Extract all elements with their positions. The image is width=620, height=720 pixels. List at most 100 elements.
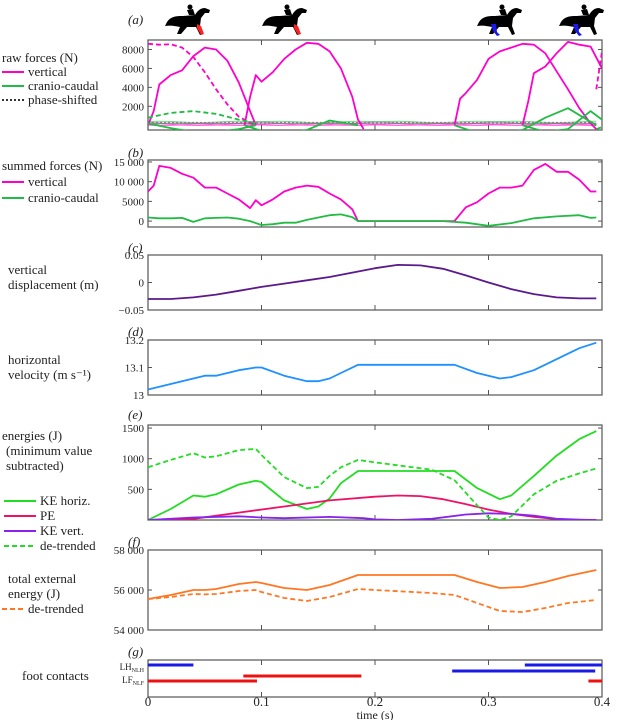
series-group bbox=[148, 41, 602, 130]
series-vertical-lf-dashed bbox=[148, 42, 257, 127]
jockey-body-icon bbox=[187, 9, 195, 15]
series-group bbox=[148, 263, 597, 300]
series-cranio-caudal-lh2 bbox=[522, 110, 602, 130]
series-vertical bbox=[148, 162, 597, 223]
panel-title-line: horizontal bbox=[8, 352, 61, 367]
horse-left-hind-blue-icon bbox=[477, 4, 522, 36]
series-vertical-lh2 bbox=[521, 41, 602, 126]
horse-icons bbox=[165, 4, 604, 36]
panel-label-a: (a) bbox=[128, 12, 143, 27]
horse-body-icon bbox=[477, 8, 522, 35]
panel-label-c: (c) bbox=[128, 240, 142, 255]
legend-label: KE horiz. bbox=[40, 493, 91, 508]
x-tick-label: 0.1 bbox=[253, 694, 269, 709]
horse-left-hind-blue-2-icon bbox=[559, 4, 604, 36]
panel-title-line: displacement (m) bbox=[8, 277, 99, 292]
series-ke-horiz- bbox=[148, 430, 597, 520]
series-horizontal-velocity bbox=[148, 341, 597, 391]
y-tick-label: 0 bbox=[139, 278, 145, 290]
series-group bbox=[148, 569, 597, 613]
series-ke-vert- bbox=[148, 512, 597, 520]
panel-f: (f) 54 000 56 000 58 000 total externalenerg… bbox=[2, 534, 603, 637]
jockey-head-icon bbox=[284, 4, 290, 10]
legend-label: vertical bbox=[28, 174, 67, 189]
y-tick-label: 15 000 bbox=[114, 157, 145, 169]
jockey-head-icon bbox=[499, 4, 505, 10]
y-tick-label: 6000 bbox=[122, 63, 145, 75]
panel-label-f: (f) bbox=[128, 534, 140, 549]
highlighted-limb-icon bbox=[294, 24, 301, 35]
series-total-external-energy-de-trended bbox=[148, 588, 597, 613]
series-cranio-caudal-lh bbox=[454, 107, 597, 130]
series-group bbox=[148, 341, 597, 391]
plot-frame bbox=[147, 339, 603, 396]
x-tick-label: 0.4 bbox=[594, 694, 611, 709]
panel-title-line: energy (J) bbox=[8, 586, 60, 601]
panel-e: (e) 500 1000 1500 energies (J)(minimum value… bbox=[2, 407, 603, 553]
series-vertical-dashed-lh bbox=[595, 51, 602, 90]
y-tick-label: 1000 bbox=[122, 454, 145, 466]
y-tick-label: 4000 bbox=[122, 82, 145, 94]
series-vertical-lh bbox=[453, 42, 597, 130]
baseline-trace bbox=[148, 122, 597, 126]
y-tick-label: 54 000 bbox=[114, 625, 145, 637]
plot-frame bbox=[147, 254, 603, 311]
jockey-head-icon bbox=[187, 4, 193, 10]
legend-label: phase-shifted bbox=[28, 92, 98, 107]
horse-body-icon bbox=[262, 8, 307, 35]
jockey-body-icon bbox=[581, 9, 589, 15]
x-axis: 0 0.1 0.2 0.3 0.4 time (s) bbox=[145, 694, 611, 720]
row-label-lf: LFNLF bbox=[122, 675, 145, 687]
y-tick-label: 5000 bbox=[122, 196, 145, 208]
legend-label: cranio-caudal bbox=[28, 190, 99, 205]
horse-body-icon bbox=[559, 8, 604, 35]
series-cranio-caudal-lf bbox=[148, 122, 256, 130]
panel-label-b: (b) bbox=[128, 145, 143, 160]
horse-body-icon bbox=[165, 8, 210, 35]
y-tick-label: 0 bbox=[139, 216, 145, 228]
y-tick-label: 1500 bbox=[122, 423, 145, 435]
jockey-body-icon bbox=[284, 9, 292, 15]
panel-label-e: (e) bbox=[128, 407, 142, 422]
highlighted-limb-icon bbox=[197, 24, 204, 35]
series-ke-horiz-de-trended bbox=[148, 447, 597, 520]
panel-label-g: (g) bbox=[128, 644, 143, 659]
panel-title-foot-contacts: foot contacts bbox=[22, 668, 89, 683]
highlighted-limb-icon bbox=[491, 24, 500, 36]
y-tick-label: 58 000 bbox=[114, 545, 145, 557]
panel-title-line: (minimum value bbox=[6, 443, 93, 458]
highlighted-limb-icon bbox=[573, 24, 582, 36]
series-total-external-energy bbox=[148, 569, 597, 600]
horse-left-fore-red-2-icon bbox=[262, 4, 307, 35]
y-tick-label: 13.2 bbox=[125, 335, 144, 347]
y-tick-label: 56 000 bbox=[114, 585, 145, 597]
series-cranio-caudal bbox=[148, 213, 597, 227]
panel-a: (a) 2000 4000 6000 8000 raw forces (N)vertica… bbox=[2, 12, 603, 131]
series-cranio-caudal-lf-dashed bbox=[148, 110, 256, 125]
series-vertical-lf2 bbox=[243, 41, 365, 130]
legend-label: vertical bbox=[28, 64, 67, 79]
panel-title-line: velocity (m s⁻¹) bbox=[8, 367, 91, 382]
panel-b: (b) 0 5000 10 000 15 000 summed forces (N)ver… bbox=[2, 145, 603, 228]
series-cranio-caudal-lf2 bbox=[244, 119, 359, 130]
y-tick-label: 8000 bbox=[122, 44, 145, 56]
legend-label: de-trended bbox=[40, 538, 96, 553]
row-label-lh: LHNLH bbox=[120, 662, 145, 674]
jockey-head-icon bbox=[581, 4, 587, 10]
legend-label: PE bbox=[40, 508, 55, 523]
x-tick-label: 0.2 bbox=[367, 694, 383, 709]
series-cranio-caudal-dashed-lh bbox=[596, 126, 602, 130]
plot-frame bbox=[147, 39, 603, 131]
y-tick-label: 13 bbox=[133, 390, 145, 402]
series-group bbox=[148, 430, 597, 520]
y-tick-label: −0.05 bbox=[119, 305, 145, 317]
panel-title-line: vertical bbox=[8, 262, 47, 277]
panel-title-line: energies (J) bbox=[2, 428, 62, 443]
jockey-body-icon bbox=[499, 9, 507, 15]
series-vertical-displacement bbox=[148, 263, 597, 300]
x-tick-label: 0 bbox=[145, 694, 152, 709]
panel-title-line: summed forces (N) bbox=[2, 158, 102, 173]
